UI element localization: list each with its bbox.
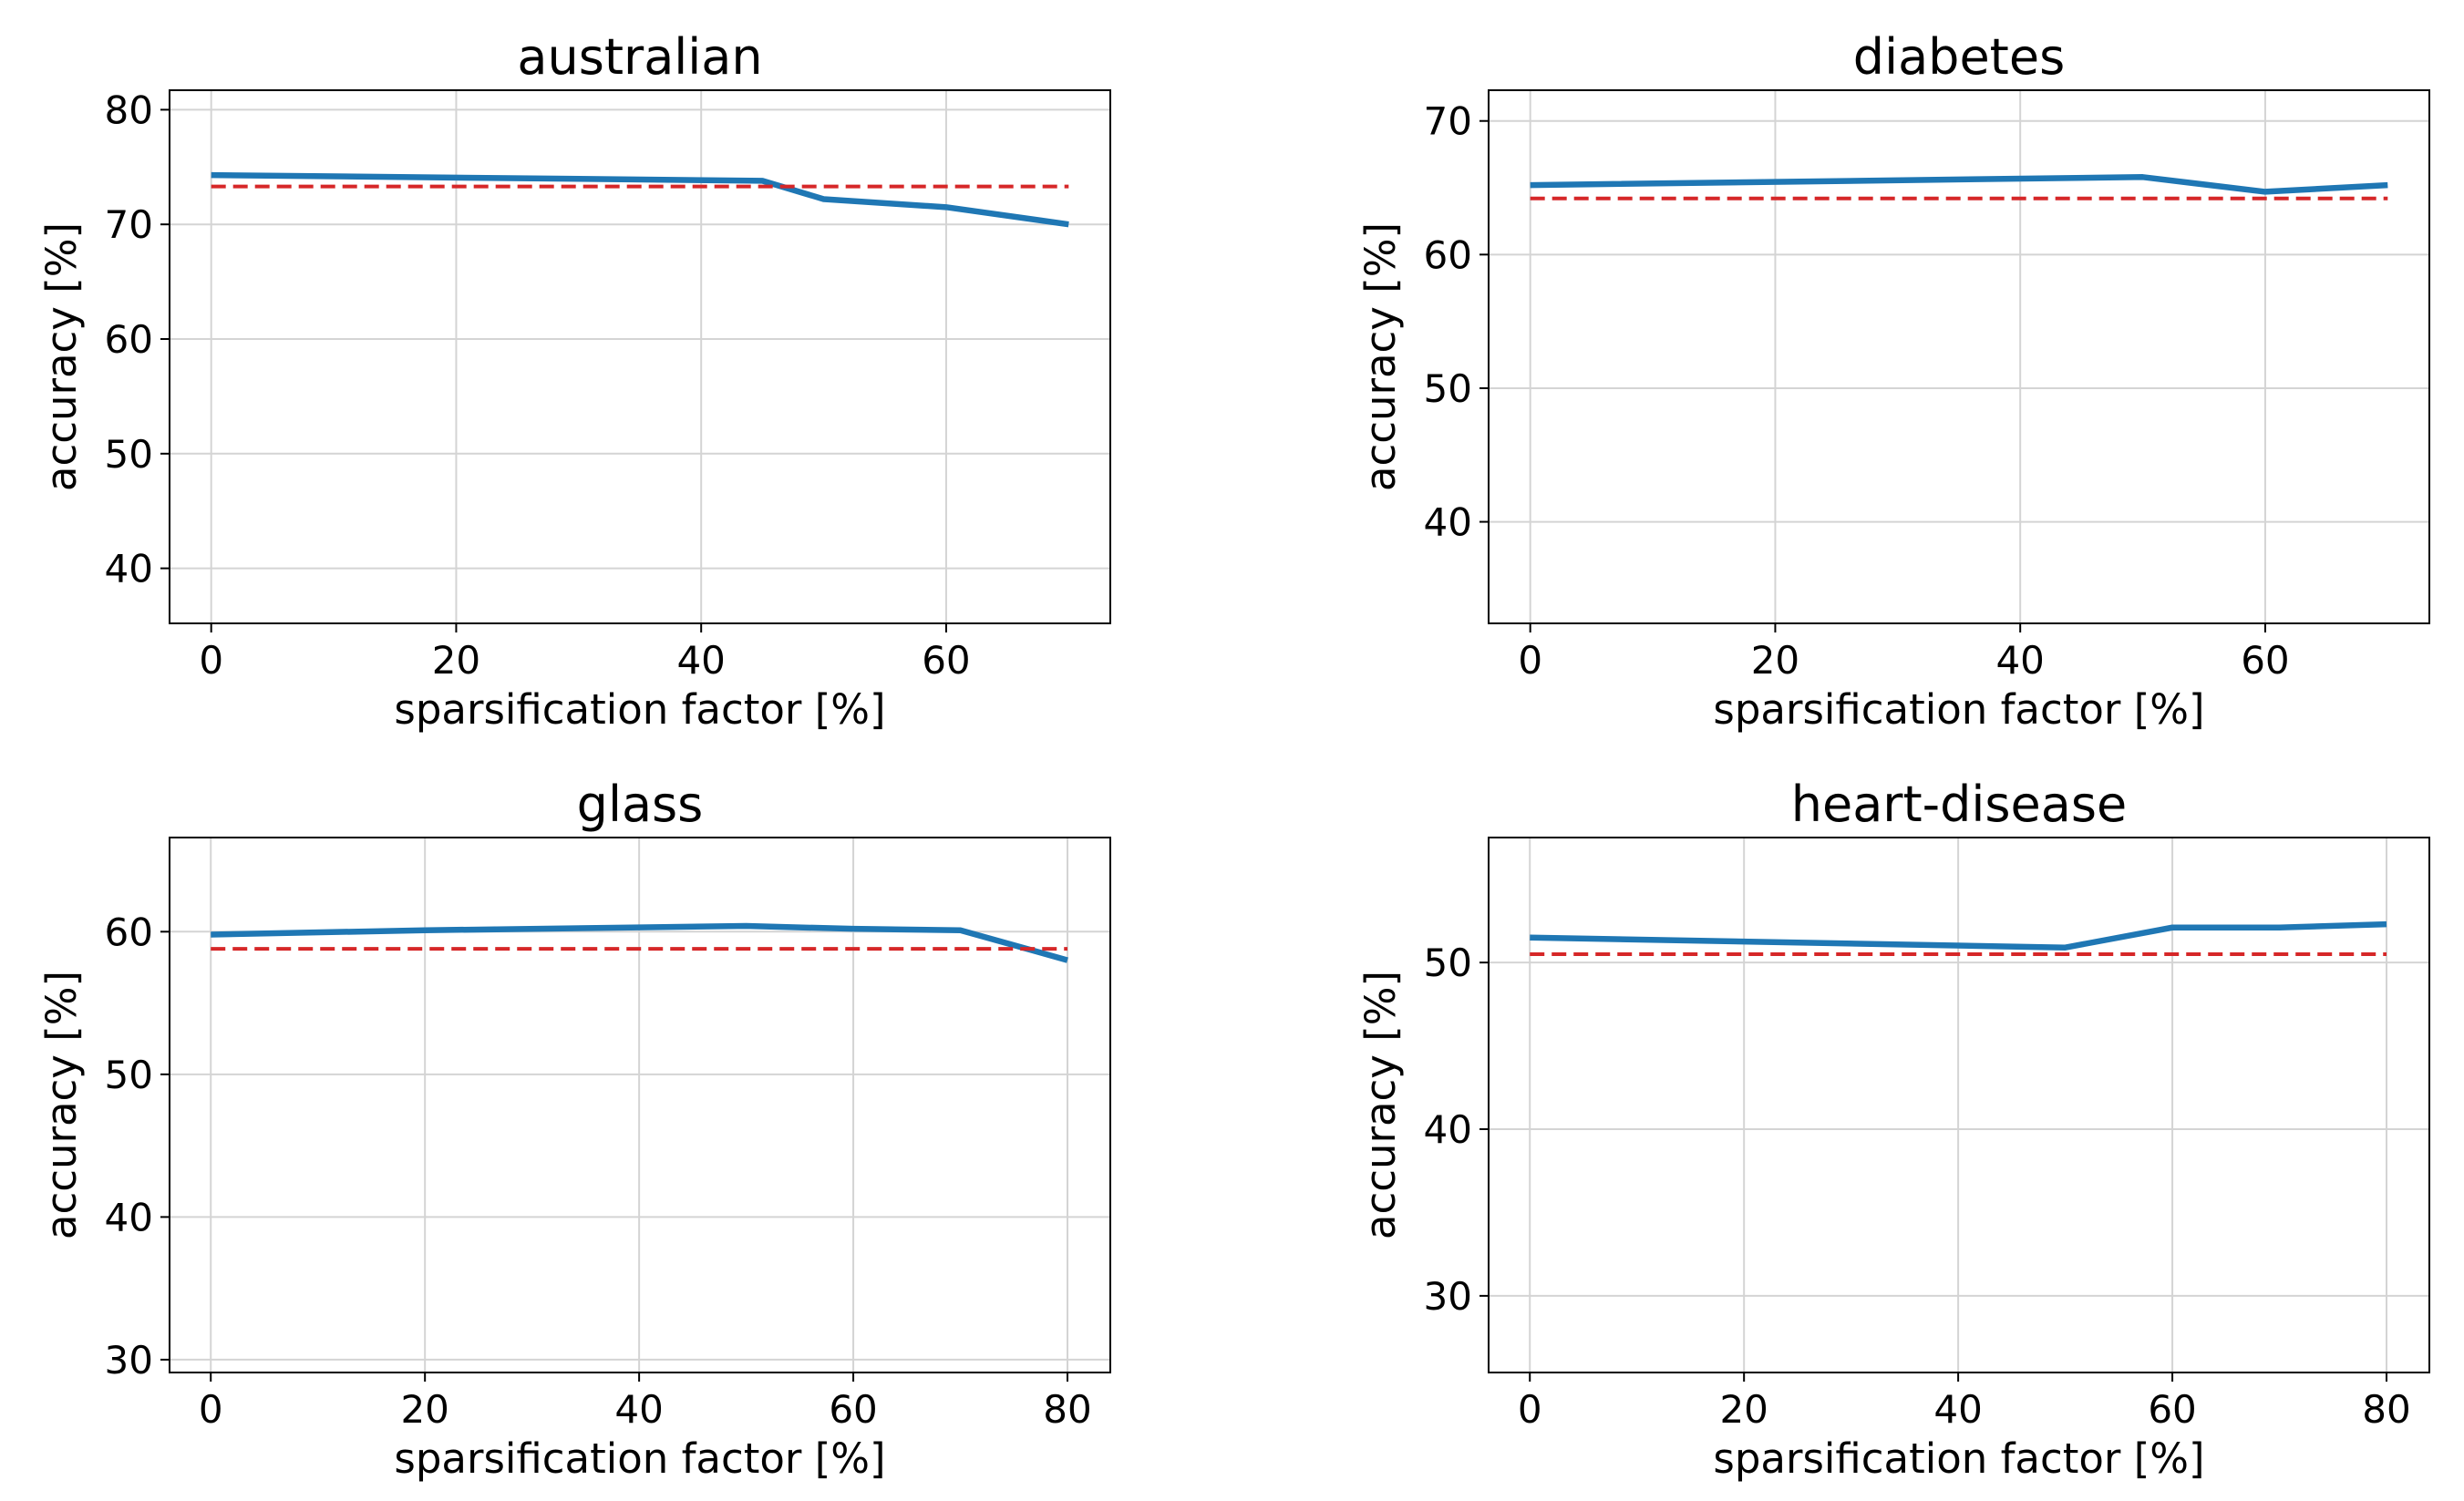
subplot: 0 20 40 60 80 30 40 50 heart-disease sparsificati… bbox=[1356, 776, 2430, 1483]
x-tick-label: 40 bbox=[676, 638, 725, 683]
y-tick-label: 30 bbox=[105, 1338, 153, 1383]
chart-title: australian bbox=[517, 28, 762, 86]
data-line bbox=[1530, 174, 2388, 195]
data-line bbox=[211, 171, 1069, 228]
x-tick-label: 80 bbox=[1043, 1387, 1091, 1432]
chart-title: diabetes bbox=[1853, 28, 2065, 86]
x-tick-label: 20 bbox=[1751, 638, 1799, 683]
x-tick-label: 40 bbox=[614, 1387, 663, 1432]
chart-title: heart-disease bbox=[1791, 776, 2127, 833]
y-tick-label: 50 bbox=[1424, 941, 1472, 985]
y-axis-label: accuracy [%] bbox=[37, 971, 86, 1239]
x-tick-label: 60 bbox=[2148, 1387, 2196, 1432]
y-tick-label: 40 bbox=[1424, 1107, 1472, 1152]
y-tick-label: 60 bbox=[1424, 232, 1472, 277]
data-line bbox=[211, 922, 1068, 963]
x-tick-label: 40 bbox=[1933, 1387, 1982, 1432]
y-tick-label: 80 bbox=[105, 87, 153, 132]
x-axis-label: sparsification factor [%] bbox=[1713, 1434, 2204, 1483]
y-tick-label: 40 bbox=[105, 547, 153, 591]
data-line bbox=[1530, 920, 2387, 951]
y-axis-label: accuracy [%] bbox=[1356, 222, 1405, 491]
x-tick-label: 0 bbox=[199, 1387, 223, 1432]
subplot: 0 20 40 60 80 30 40 50 60 glass sparsification fac… bbox=[37, 776, 1111, 1483]
chart-title: glass bbox=[577, 776, 704, 833]
axes-frame bbox=[1488, 837, 2430, 1373]
y-axis-label: accuracy [%] bbox=[1356, 971, 1405, 1239]
subplot: 0 20 40 60 40 50 60 70 80 australian sparsificatio… bbox=[37, 28, 1111, 734]
x-tick-label: 0 bbox=[199, 638, 223, 683]
y-tick-label: 40 bbox=[105, 1195, 153, 1239]
subplot: 0 20 40 60 40 50 60 70 diabetes sparsification fa… bbox=[1356, 28, 2430, 734]
x-axis-label: sparsification factor [%] bbox=[1713, 685, 2204, 734]
y-tick-label: 50 bbox=[1424, 366, 1472, 411]
y-tick-label: 30 bbox=[1424, 1274, 1472, 1319]
y-axis-label: accuracy [%] bbox=[37, 222, 86, 491]
x-tick-label: 60 bbox=[829, 1387, 877, 1432]
x-tick-label: 20 bbox=[1719, 1387, 1768, 1432]
y-tick-label: 60 bbox=[105, 317, 153, 362]
x-tick-label: 20 bbox=[400, 1387, 448, 1432]
axes-frame bbox=[1488, 89, 2430, 624]
x-tick-label: 20 bbox=[432, 638, 480, 683]
x-tick-label: 0 bbox=[1518, 1387, 1542, 1432]
x-axis-label: sparsification factor [%] bbox=[394, 1434, 885, 1483]
y-tick-label: 40 bbox=[1424, 500, 1472, 545]
x-tick-label: 0 bbox=[1518, 638, 1542, 683]
y-tick-label: 50 bbox=[105, 432, 153, 477]
axes-frame bbox=[169, 837, 1111, 1373]
x-axis-label: sparsification factor [%] bbox=[394, 685, 885, 734]
y-tick-label: 50 bbox=[105, 1053, 153, 1097]
x-tick-label: 60 bbox=[2241, 638, 2289, 683]
x-tick-label: 40 bbox=[1995, 638, 2044, 683]
x-tick-label: 80 bbox=[2362, 1387, 2410, 1432]
y-tick-label: 60 bbox=[105, 910, 153, 954]
y-tick-label: 70 bbox=[105, 202, 153, 247]
y-tick-label: 70 bbox=[1424, 99, 1472, 144]
axes-frame bbox=[169, 89, 1111, 624]
x-tick-label: 60 bbox=[922, 638, 970, 683]
